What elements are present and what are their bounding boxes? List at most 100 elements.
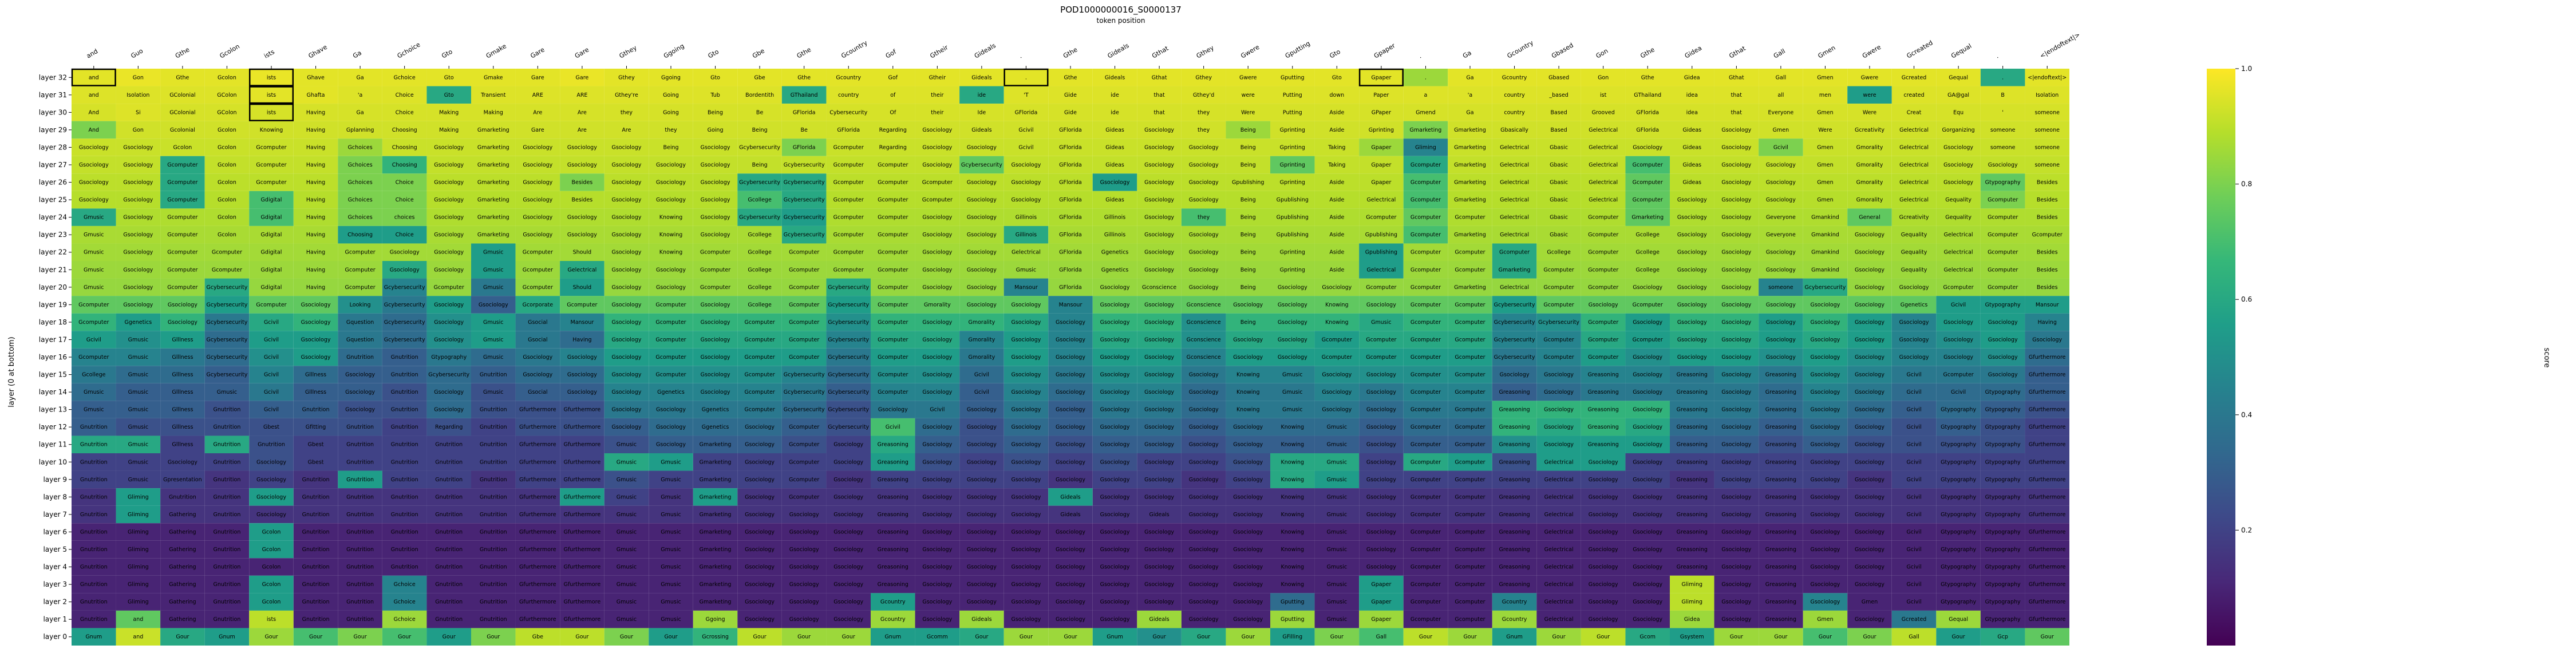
heatmap-cell	[1936, 69, 1981, 86]
cell-label: Gcomputer	[1588, 337, 1618, 343]
cell-label: Gwere	[1239, 74, 1257, 81]
heatmap-cell	[1137, 261, 1182, 279]
cell-label: Ga	[357, 109, 364, 116]
cell-label: Gcountry	[1502, 616, 1527, 623]
cell-label: Gideals	[1060, 512, 1080, 518]
heatmap-cell	[515, 191, 560, 209]
cell-label: Gsociology	[1721, 442, 1751, 448]
cell-label: Gsociology	[1677, 354, 1707, 361]
x-tick-label: Gcolon	[218, 42, 240, 60]
heatmap-cell	[915, 86, 960, 104]
heatmap-cell	[515, 225, 560, 244]
cell-label: Gsociology	[1855, 267, 1884, 273]
cell-label: Gcomputer	[833, 162, 864, 168]
cell-label: Gmankind	[1811, 267, 1839, 273]
cell-label: Gsociology	[1144, 389, 1174, 395]
cell-label: Gcp	[1997, 634, 2008, 640]
cell-label: Gpaper	[1371, 74, 1391, 81]
cell-label: Gsociology	[922, 354, 952, 361]
cell-label: Gcolon	[218, 197, 236, 203]
cell-label: Greasoning	[1588, 389, 1619, 395]
heatmap-cell	[693, 121, 738, 139]
heatmap-cell	[693, 208, 738, 226]
cell-label: Gcomputer	[700, 250, 730, 256]
heatmap-cell	[515, 278, 560, 296]
cell-label: Gour	[398, 634, 411, 640]
cell-label: Gsociology	[1366, 372, 1396, 378]
cell-label: Gmarketing	[700, 494, 732, 500]
cell-label: Gsociology	[1100, 512, 1130, 518]
cell-label: GFlorida	[1636, 109, 1659, 116]
cell-label: Gnutrition	[391, 442, 418, 448]
cell-label: Gconscience	[1187, 319, 1221, 326]
cell-label: '	[2002, 109, 2004, 116]
cell-label: Mansour	[1059, 302, 1082, 308]
cell-label: Gcybersecurity	[428, 372, 469, 378]
cell-label: Gsociology	[1011, 459, 1041, 465]
cell-label: Gour	[842, 634, 855, 640]
cell-label: Gnutrition	[214, 459, 241, 465]
cell-label: Gsociology	[123, 144, 153, 151]
cell-label: Gcomputer	[1588, 267, 1618, 273]
cell-label: Gelectrical	[1899, 127, 1929, 133]
cell-label: Choice	[396, 197, 414, 203]
cell-label: Gsociology	[1810, 564, 1840, 571]
cell-label: Gfurthermore	[519, 459, 556, 465]
cell-label: Gmusic	[661, 529, 681, 535]
heatmap-cell	[515, 173, 560, 191]
cell-label: Gcomputer	[1455, 512, 1485, 518]
cell-label: Gsociology	[1366, 477, 1396, 483]
cell-label: GFlorida	[1059, 250, 1082, 256]
heatmap-cell	[826, 191, 871, 209]
cell-label: Gsociology	[1189, 547, 1219, 553]
cell-label: Gsociology	[79, 144, 109, 151]
cell-label: Gequal	[1949, 74, 1968, 81]
cell-label: Gfurthermore	[564, 512, 601, 518]
x-tick-label: Gchoice	[396, 41, 422, 60]
cell-label: Gsociology	[1011, 302, 1041, 308]
cell-label: Gfurthermore	[2029, 354, 2066, 361]
heatmap-cell	[2025, 86, 2069, 104]
cell-label: Gsociology	[1144, 581, 1174, 588]
heatmap-cell	[1048, 243, 1093, 261]
cell-label: Gmankind	[1811, 215, 1839, 221]
cell-label: Gsociology	[656, 267, 686, 273]
cell-label: Gthe	[176, 74, 189, 81]
y-tick-label: layer 23	[39, 231, 67, 239]
cell-label: Knowing	[659, 215, 683, 221]
heatmap-cell	[338, 243, 382, 261]
heatmap-cell	[1670, 243, 1714, 261]
cell-label: Gelectrical	[1500, 197, 1529, 203]
cell-label: Gcomputer	[1455, 477, 1485, 483]
cell-label: Mansour	[571, 319, 594, 326]
cell-label: Mansour	[1014, 284, 1038, 291]
cell-label: Gsociology	[479, 302, 508, 308]
cell-label: Aside	[1329, 197, 1344, 203]
cell-label: Gsociology	[1144, 337, 1174, 343]
heatmap-cell	[1314, 121, 1360, 139]
heatmap-cell	[1403, 261, 1448, 279]
cell-label: Gnum	[219, 634, 235, 640]
cell-label: Ga	[1466, 74, 1473, 81]
y-tick-label: layer 21	[39, 266, 67, 274]
cell-label: someone	[1990, 144, 2016, 151]
cell-label: Gsociology	[1189, 267, 1219, 273]
heatmap-cell	[1226, 104, 1270, 121]
heatmap-cell	[871, 173, 915, 191]
cell-label: Greasoning	[878, 581, 908, 588]
cell-label: Gcivil	[1906, 477, 1921, 483]
cell-label: Choice	[396, 109, 414, 116]
cell-label: Being	[1240, 162, 1256, 168]
cell-label: Gmorality	[968, 319, 995, 326]
heatmap-cell	[560, 191, 605, 209]
heatmap-cell	[1847, 261, 1892, 279]
cell-label: created	[1903, 92, 1924, 98]
cell-label: Putting	[1283, 92, 1302, 98]
heatmap-cell	[2025, 208, 2069, 226]
cell-label: Gnutrition	[302, 599, 330, 605]
cell-label: Gsociology	[1056, 477, 1085, 483]
cell-label: Aside	[1329, 250, 1344, 256]
heatmap-cell	[1759, 86, 1803, 104]
cell-label: Gcomputer	[167, 197, 197, 203]
cell-label: Gcomputer	[1544, 337, 1574, 343]
